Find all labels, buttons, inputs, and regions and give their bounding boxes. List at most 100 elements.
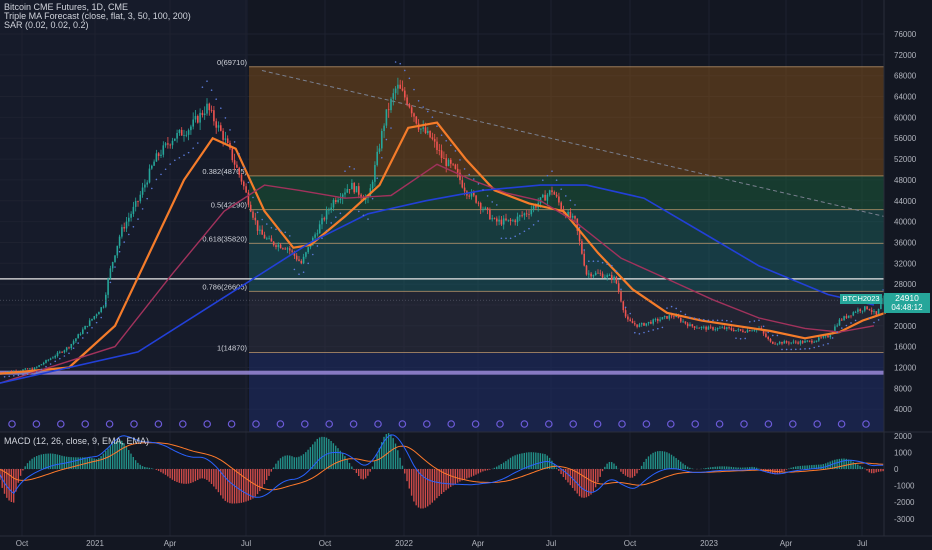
candle-body: [109, 268, 112, 279]
candle-body: [155, 153, 158, 162]
candle-body: [689, 324, 691, 327]
macd-hist-bar: [645, 458, 647, 469]
candle-body: [240, 174, 243, 182]
time-axis-label: Apr: [164, 539, 177, 548]
sar-dot: [376, 177, 379, 179]
macd-hist-bar: [229, 469, 231, 504]
macd-hist-bar: [353, 469, 355, 470]
candle-body: [346, 189, 349, 193]
macd-hist-bar: [477, 469, 479, 474]
candle-body: [686, 323, 689, 327]
macd-hist-bar: [167, 469, 169, 477]
sar-dot: [353, 168, 356, 170]
macd-hist-bar: [548, 457, 551, 469]
candle-body: [870, 310, 873, 312]
sar-dot: [298, 273, 300, 276]
sar-dot: [509, 237, 512, 240]
candle-body: [415, 116, 418, 124]
candle-body: [873, 311, 875, 312]
event-icon: [276, 420, 285, 428]
macd-hist-bar: [824, 463, 827, 469]
candle-body: [160, 154, 162, 156]
trend-line: [261, 70, 885, 217]
macd-hist-bar: [266, 469, 268, 481]
macd-hist-bar: [284, 455, 286, 469]
macd-hist-bar: [148, 467, 151, 469]
candle-body: [645, 323, 648, 326]
candle-body: [162, 145, 165, 155]
ma-indicator-legend[interactable]: Triple MA Forecast (close, flat, 3, 50, …: [4, 11, 191, 21]
event-icon: [813, 420, 822, 428]
macd-hist-bar: [408, 469, 410, 489]
candle-body: [767, 336, 769, 340]
sar-indicator-legend[interactable]: SAR (0.02, 0.02, 0.2): [4, 20, 89, 30]
candle-body: [523, 213, 526, 216]
candle-body: [461, 180, 464, 188]
sar-dot: [712, 319, 714, 322]
sar-dot: [22, 373, 24, 376]
candle-body: [583, 253, 585, 266]
candle-body: [668, 315, 671, 319]
sar-dot: [459, 159, 461, 161]
event-icon: [56, 420, 65, 428]
candle-body: [307, 247, 309, 253]
macd-hist-bar: [866, 469, 868, 471]
candle-body: [792, 341, 795, 343]
macd-hist-bar: [601, 469, 604, 472]
sar-dot: [500, 237, 503, 240]
candle-body: [192, 119, 194, 127]
candle-body: [857, 309, 859, 312]
candle-body: [91, 318, 93, 321]
candle-body: [328, 209, 330, 211]
macd-hist-bar: [873, 469, 875, 474]
candle-body: [176, 132, 178, 139]
candle-body: [367, 197, 369, 199]
macd-hist-bar: [443, 469, 445, 493]
macd-hist-bar: [636, 469, 638, 474]
candle-body: [88, 320, 91, 326]
candle-body: [206, 103, 208, 114]
macd-hist-bar: [512, 456, 514, 469]
macd-hist-bar: [475, 469, 477, 475]
macd-hist-bar: [49, 453, 52, 469]
sar-dot: [105, 302, 107, 305]
candle-body: [778, 341, 781, 344]
candle-body: [431, 137, 434, 139]
candle-body: [806, 340, 809, 342]
event-icon: [8, 420, 16, 428]
macd-hist-bar: [162, 469, 164, 474]
candle-body: [199, 112, 201, 123]
sar-dot: [91, 326, 93, 329]
macd-hist-bar: [415, 469, 417, 506]
macd-legend[interactable]: MACD (12, 26, close, 9, EMA, EMA): [4, 436, 150, 446]
candle-body: [167, 143, 169, 145]
macd-hist-bar: [220, 469, 222, 496]
sar-dot: [312, 253, 314, 256]
macd-hist-bar: [854, 463, 857, 469]
macd-hist-bar: [882, 469, 884, 472]
candle-body: [284, 248, 286, 250]
candle-body: [652, 319, 654, 324]
macd-hist-bar: [383, 436, 385, 469]
sar-dot: [132, 225, 135, 228]
macd-hist-bar: [868, 469, 870, 473]
fib-label: 0.618(35820): [202, 234, 247, 243]
candle-body: [190, 126, 192, 131]
sar-dot: [399, 62, 402, 65]
macd-hist-bar: [707, 467, 709, 469]
candle-body: [647, 321, 650, 324]
symbol-legend[interactable]: Bitcoin CME Futures, 1D, CME: [4, 2, 129, 12]
sar-dot: [169, 163, 171, 165]
macd-hist-bar: [611, 462, 613, 469]
candle-body: [406, 97, 408, 105]
macd-hist-bar: [427, 469, 429, 507]
macd-hist-bar: [314, 441, 316, 469]
candle-body: [268, 238, 270, 240]
macd-hist-bar: [719, 466, 721, 469]
macd-hist-bar: [539, 453, 542, 469]
candle-body: [185, 134, 188, 136]
macd-hist-bar: [859, 465, 861, 469]
sar-dot: [795, 348, 797, 351]
macd-hist-bar: [417, 469, 420, 508]
